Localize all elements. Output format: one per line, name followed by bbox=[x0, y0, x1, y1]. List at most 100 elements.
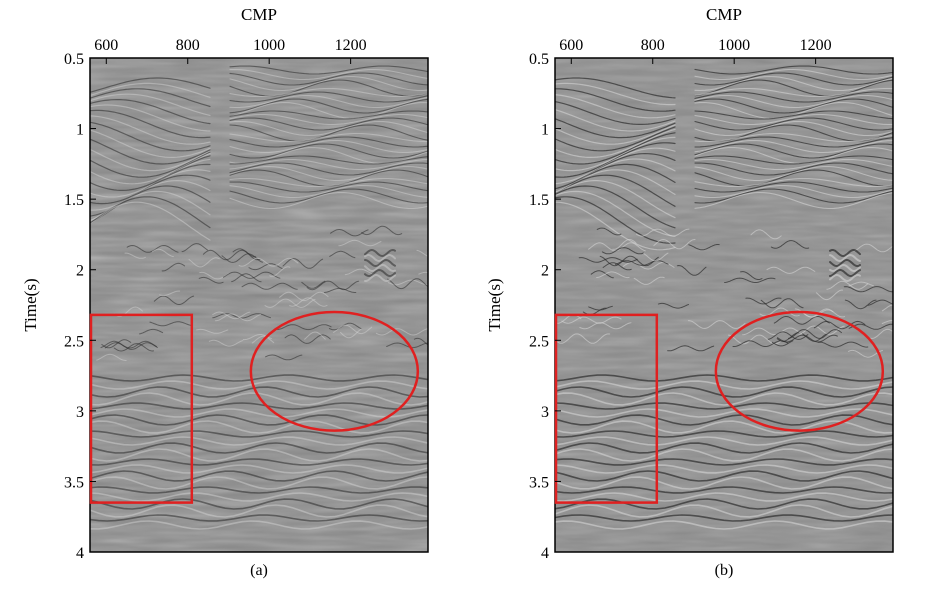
reflector-line bbox=[90, 115, 211, 145]
reflector-line bbox=[694, 110, 893, 120]
reflector-line bbox=[555, 126, 676, 152]
reflector-line bbox=[238, 257, 299, 267]
reflector-line bbox=[90, 436, 428, 446]
x-axis-label: CMP bbox=[706, 5, 742, 24]
reflector-line bbox=[364, 274, 396, 282]
reflector-line bbox=[555, 109, 676, 132]
reflector-line bbox=[301, 280, 326, 289]
reflector-line bbox=[555, 442, 893, 454]
reflector-line bbox=[139, 328, 164, 335]
reflector-line bbox=[773, 316, 830, 325]
reflector-line bbox=[555, 380, 893, 390]
reflector-line bbox=[770, 240, 810, 249]
reflector-line bbox=[212, 313, 271, 319]
reflector-line bbox=[555, 152, 676, 190]
y-tick-label: 1.5 bbox=[529, 192, 549, 209]
reflector-line bbox=[229, 139, 428, 154]
reflector-line bbox=[694, 68, 893, 81]
reflector-line bbox=[590, 270, 614, 279]
reflector-line bbox=[282, 258, 324, 269]
reflector-line bbox=[848, 349, 883, 358]
reflector-line bbox=[643, 252, 669, 262]
reflector-line bbox=[90, 420, 428, 434]
reflector-line bbox=[745, 297, 782, 305]
reflector-line bbox=[90, 498, 428, 510]
reflector-line bbox=[90, 99, 211, 125]
reflector-line bbox=[90, 129, 211, 158]
y-tick-label: 2.5 bbox=[64, 333, 84, 350]
reflector-line bbox=[815, 289, 844, 301]
reflector-line bbox=[579, 322, 632, 330]
reflector-line bbox=[229, 98, 428, 114]
annotations bbox=[89, 310, 420, 504]
reflector-line bbox=[578, 257, 638, 263]
reflector-line bbox=[90, 104, 211, 132]
reflector-line bbox=[328, 322, 362, 331]
reflector-line bbox=[555, 464, 893, 474]
reflector-line bbox=[229, 94, 428, 109]
reflector-line bbox=[215, 313, 261, 322]
y-tick-label: 3 bbox=[76, 404, 84, 421]
reflector-line bbox=[229, 155, 428, 165]
reflector-events bbox=[555, 65, 893, 530]
reflector-line bbox=[555, 448, 893, 462]
reflector-line bbox=[333, 324, 373, 335]
reflector-line bbox=[829, 263, 861, 273]
reflector-line bbox=[555, 174, 676, 207]
x-tick-label: 600 bbox=[559, 37, 583, 54]
y-tick-label: 4 bbox=[76, 545, 84, 562]
reflector-line bbox=[229, 169, 428, 187]
reflector-line bbox=[90, 138, 211, 165]
reflector-line bbox=[229, 120, 428, 137]
reflector-line bbox=[599, 255, 659, 267]
reflector-line bbox=[229, 132, 428, 143]
reflector-line bbox=[90, 109, 211, 139]
reflector-line bbox=[251, 335, 275, 344]
reflector-line bbox=[615, 260, 669, 266]
reflector-line bbox=[555, 190, 676, 237]
reflector-line bbox=[829, 273, 861, 283]
reflector-line bbox=[817, 341, 869, 348]
reflector-line bbox=[264, 298, 316, 308]
reflector-line bbox=[829, 269, 861, 277]
reflector-line bbox=[694, 181, 893, 193]
reflector-line bbox=[329, 250, 356, 259]
y-tick-label: 3.5 bbox=[529, 474, 549, 491]
reflector-line bbox=[248, 263, 283, 271]
reflector-line bbox=[96, 353, 127, 361]
reflector-line bbox=[555, 458, 893, 466]
reflector-line bbox=[416, 249, 428, 257]
reflector-line bbox=[124, 252, 146, 259]
reflector-line bbox=[555, 124, 676, 145]
reflector-line bbox=[694, 165, 893, 182]
reflector-line bbox=[90, 196, 211, 229]
reflector-line bbox=[555, 77, 676, 99]
reflector-line bbox=[694, 113, 893, 126]
reflector-line bbox=[364, 258, 396, 268]
reflector-line bbox=[633, 276, 665, 285]
reflector-line bbox=[853, 243, 893, 253]
reflector-line bbox=[555, 82, 676, 106]
reflector-line bbox=[277, 324, 332, 331]
reflector-line bbox=[161, 262, 186, 272]
reflector-line bbox=[229, 65, 428, 75]
reflector-line bbox=[813, 320, 866, 330]
reflector-line bbox=[229, 124, 428, 142]
reflector-line bbox=[724, 277, 776, 283]
reflector-line bbox=[90, 492, 428, 502]
reflector-line bbox=[694, 191, 893, 210]
reflector-line bbox=[90, 476, 428, 490]
reflector-line bbox=[667, 345, 715, 352]
panel-label: (a) bbox=[250, 562, 268, 579]
x-tick-label: 1200 bbox=[335, 37, 367, 54]
reflector-line bbox=[364, 248, 396, 258]
reflector-line bbox=[728, 334, 782, 345]
reflector-line bbox=[90, 88, 211, 108]
reflector-line bbox=[596, 227, 622, 236]
y-tick-label: 2 bbox=[76, 263, 84, 280]
y-tick-label: 1 bbox=[541, 122, 549, 139]
reflector-line bbox=[284, 334, 331, 344]
reflector-line bbox=[777, 334, 838, 343]
reflector-line bbox=[90, 402, 428, 410]
